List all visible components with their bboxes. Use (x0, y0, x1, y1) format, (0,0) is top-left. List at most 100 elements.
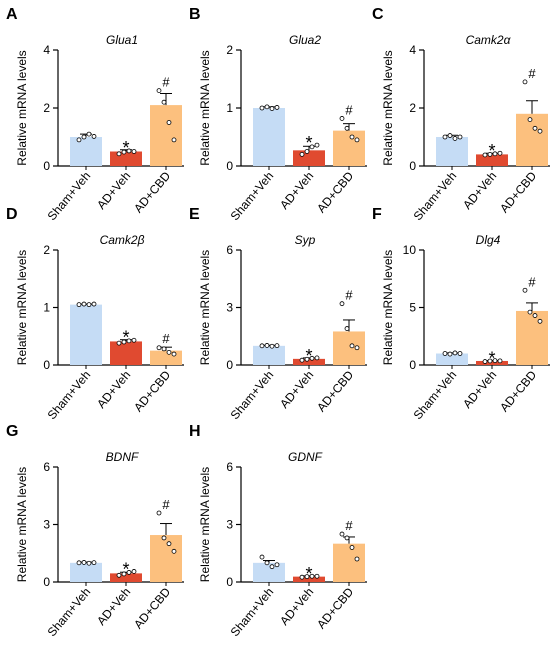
data-point (339, 531, 345, 537)
data-point (354, 137, 360, 143)
data-point (497, 358, 503, 364)
data-point (166, 541, 172, 547)
data-point (314, 142, 320, 148)
data-point (121, 149, 127, 155)
y-tick-label: 1 (226, 101, 233, 115)
data-point (497, 150, 503, 156)
data-point (166, 349, 172, 355)
x-category-label: AD+CBD (131, 368, 173, 415)
bar-sham-veh (70, 137, 102, 166)
x-category-label: Sham+Veh (411, 169, 460, 223)
data-point (86, 131, 92, 137)
asterisk-annotation: * (488, 349, 495, 369)
data-point (131, 569, 137, 574)
bar-ad-veh (476, 154, 508, 166)
y-tick-label: 2 (43, 243, 50, 257)
y-tick-label: 0 (43, 159, 50, 173)
data-point (126, 338, 132, 344)
bar-ad-cbd (516, 113, 548, 166)
y-tick-label: 0 (43, 575, 50, 589)
data-point (274, 562, 280, 568)
x-category-label: Sham+Veh (228, 368, 277, 422)
data-point (171, 137, 177, 143)
chart-title: BDNF (106, 450, 139, 464)
bar-sham-veh (436, 137, 468, 166)
data-point (492, 151, 498, 157)
x-category-label: AD+CBD (314, 169, 356, 216)
data-point (166, 120, 172, 125)
asterisk-annotation: * (488, 141, 495, 161)
data-point (482, 152, 488, 158)
data-point (269, 106, 275, 111)
y-axis-label: Relative mRNA levels (381, 50, 395, 165)
data-point (314, 573, 320, 579)
data-point (487, 151, 493, 157)
chart-title: Camk2β (100, 233, 145, 247)
data-point (304, 574, 310, 580)
data-point (116, 340, 122, 346)
y-axis-label: Relative mRNA levels (15, 250, 29, 365)
y-tick-label: 4 (43, 43, 50, 57)
data-point (156, 345, 162, 351)
y-tick-label: 0 (409, 358, 416, 372)
data-point (81, 560, 87, 565)
y-tick-label: 0 (226, 358, 233, 372)
data-point (264, 104, 270, 110)
x-category-label: Sham+Veh (228, 169, 277, 223)
bar-ad-cbd (333, 543, 365, 582)
data-point (349, 343, 355, 349)
x-category-label: AD+CBD (314, 368, 356, 415)
data-point (161, 99, 167, 105)
data-point (537, 318, 543, 324)
y-tick-label: 5 (409, 301, 416, 315)
hash-annotation: # (345, 102, 353, 117)
data-point (442, 134, 448, 140)
data-point (116, 151, 122, 157)
x-category-label: AD+Veh (460, 368, 499, 411)
data-point (354, 345, 360, 351)
x-category-label: AD+CBD (314, 585, 356, 632)
y-tick-label: 10 (403, 243, 417, 257)
chart-title: GDNF (288, 450, 323, 464)
data-point (161, 346, 167, 352)
data-point (156, 510, 162, 516)
data-point (121, 571, 127, 577)
data-point (527, 309, 533, 315)
data-point (309, 144, 315, 150)
y-tick-label: 3 (226, 518, 233, 532)
y-tick-label: 6 (43, 460, 50, 474)
x-category-label: AD+Veh (94, 169, 133, 212)
x-category-label: Sham+Veh (45, 169, 94, 223)
y-tick-label: 6 (226, 460, 233, 474)
x-category-label: Sham+Veh (45, 585, 94, 639)
x-category-label: AD+Veh (460, 169, 499, 212)
y-axis-label: Relative mRNA levels (15, 50, 29, 165)
data-point (259, 554, 265, 560)
data-point (76, 302, 82, 308)
data-point (116, 572, 122, 578)
bar-ad-veh (110, 341, 142, 365)
y-tick-label: 2 (226, 43, 233, 57)
x-category-label: AD+CBD (497, 368, 539, 415)
data-point (447, 133, 453, 138)
x-category-label: AD+CBD (131, 585, 173, 632)
bar-ad-cbd (150, 105, 182, 166)
data-point (309, 355, 315, 361)
data-point (299, 574, 305, 580)
bar-ad-cbd (516, 310, 548, 365)
panel-h: H GDNF Relative mRNA levels 0 3 6 Sham+Veh *AD+… (189, 423, 367, 639)
bar-sham-veh (436, 353, 468, 365)
y-tick-label: 6 (226, 243, 233, 257)
x-category-label: AD+Veh (277, 585, 316, 628)
data-point (482, 359, 488, 364)
chart-title: Glua1 (106, 33, 138, 47)
x-category-label: Sham+Veh (45, 368, 94, 422)
bar-ad-cbd (333, 331, 365, 365)
bar-ad-veh (110, 573, 142, 582)
y-tick-label: 3 (226, 301, 233, 315)
y-axis-label: Relative mRNA levels (381, 250, 395, 365)
bar-sham-veh (253, 345, 285, 365)
